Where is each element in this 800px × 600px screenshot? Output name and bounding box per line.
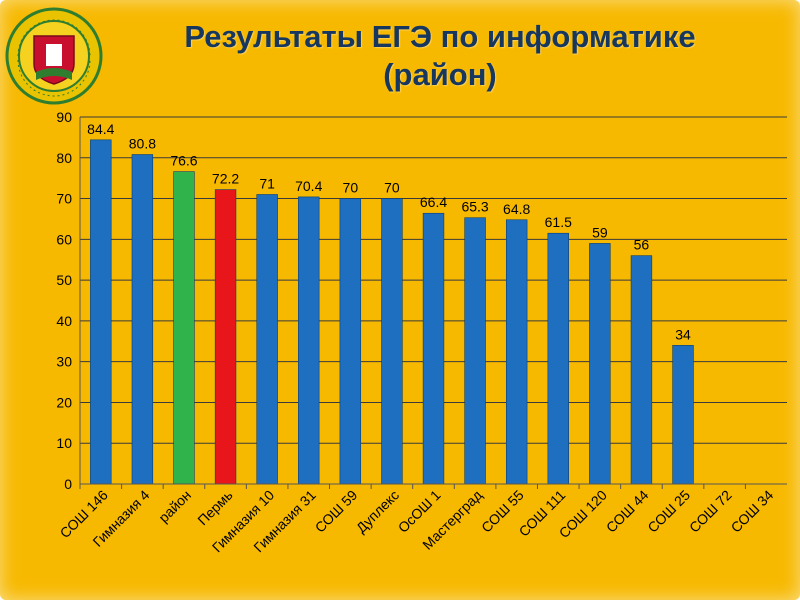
bar	[422, 212, 445, 485]
y-tick-label: 20	[56, 394, 72, 410]
bar	[505, 219, 528, 485]
bar	[298, 196, 320, 485]
y-tick-label: 0	[64, 476, 72, 492]
data-label: 76.6	[170, 153, 197, 169]
data-label: 65.3	[461, 199, 488, 215]
data-label: 80.8	[129, 136, 156, 152]
data-label: 70	[343, 180, 359, 196]
y-tick-label: 60	[56, 231, 72, 247]
x-category-label: СОШ 44	[603, 487, 652, 536]
bar	[339, 198, 362, 485]
y-tick-label: 40	[56, 313, 72, 329]
x-category-label: СОШ 59	[312, 487, 361, 536]
y-tick-label: 30	[56, 354, 72, 370]
data-label: 34	[675, 326, 691, 342]
data-label: 59	[592, 224, 608, 240]
data-label: 70	[384, 180, 400, 196]
data-label: 56	[634, 237, 650, 253]
chart-title-line-2: (район)	[383, 57, 497, 92]
chart-title: Результаты ЕГЭ по информатике (район)	[120, 18, 760, 94]
bar	[381, 198, 403, 485]
data-label: 84.4	[87, 121, 114, 137]
x-category-label: СОШ 72	[686, 487, 735, 536]
bar	[256, 194, 278, 485]
data-label: 70.4	[295, 178, 322, 194]
chart-title-line-1: Результаты ЕГЭ по информатике	[184, 19, 696, 54]
data-label: 61.5	[545, 214, 572, 230]
bar	[90, 139, 112, 485]
bar	[173, 171, 195, 485]
bar	[672, 345, 694, 485]
bar	[547, 232, 569, 485]
x-category-label: район	[155, 487, 194, 526]
y-tick-label: 10	[56, 435, 72, 451]
data-label: 66.4	[420, 194, 447, 210]
x-category-label: СОШ 25	[644, 487, 693, 536]
y-tick-label: 90	[56, 109, 72, 125]
y-tick-label: 50	[56, 272, 72, 288]
data-label: 72.2	[212, 171, 239, 187]
emblem-seal-icon	[5, 7, 103, 105]
y-tick-label: 80	[56, 150, 72, 166]
bar	[214, 189, 237, 485]
bar	[630, 255, 653, 485]
emblem-logo	[4, 6, 104, 106]
data-label: 71	[259, 175, 275, 191]
y-tick-label: 70	[56, 191, 72, 207]
data-label: 64.8	[503, 201, 530, 217]
x-category-label: СОШ 34	[728, 487, 777, 536]
x-category-label: Дуплекс	[353, 487, 402, 536]
bar	[464, 217, 486, 485]
bar	[589, 243, 611, 485]
bar	[131, 154, 154, 485]
